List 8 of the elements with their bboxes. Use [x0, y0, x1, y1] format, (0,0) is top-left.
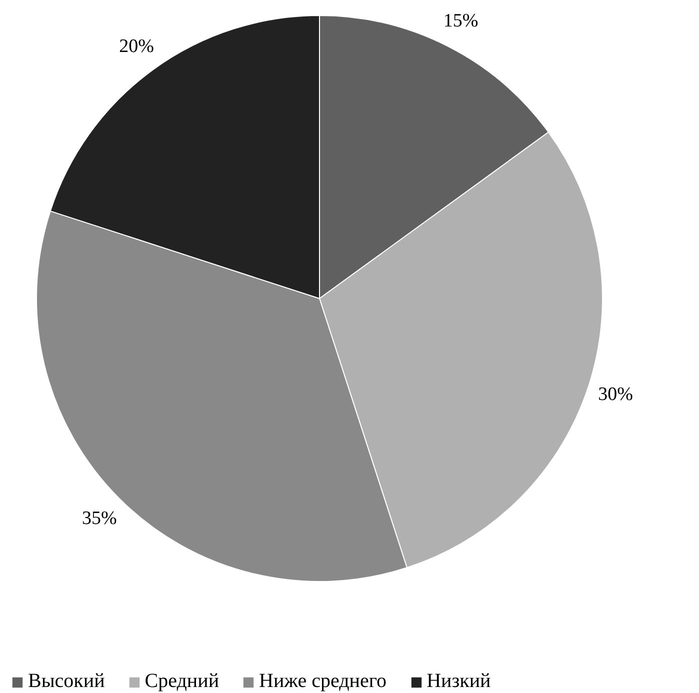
data-label: 15%: [443, 10, 478, 32]
legend-label: Высокий: [28, 670, 105, 693]
legend-label: Низкий: [426, 670, 491, 693]
legend-label: Ниже среднего: [259, 670, 387, 693]
legend-label: Средний: [144, 670, 220, 693]
data-label: 35%: [82, 508, 117, 530]
data-label: 30%: [598, 384, 634, 406]
data-label: 20%: [119, 36, 154, 58]
